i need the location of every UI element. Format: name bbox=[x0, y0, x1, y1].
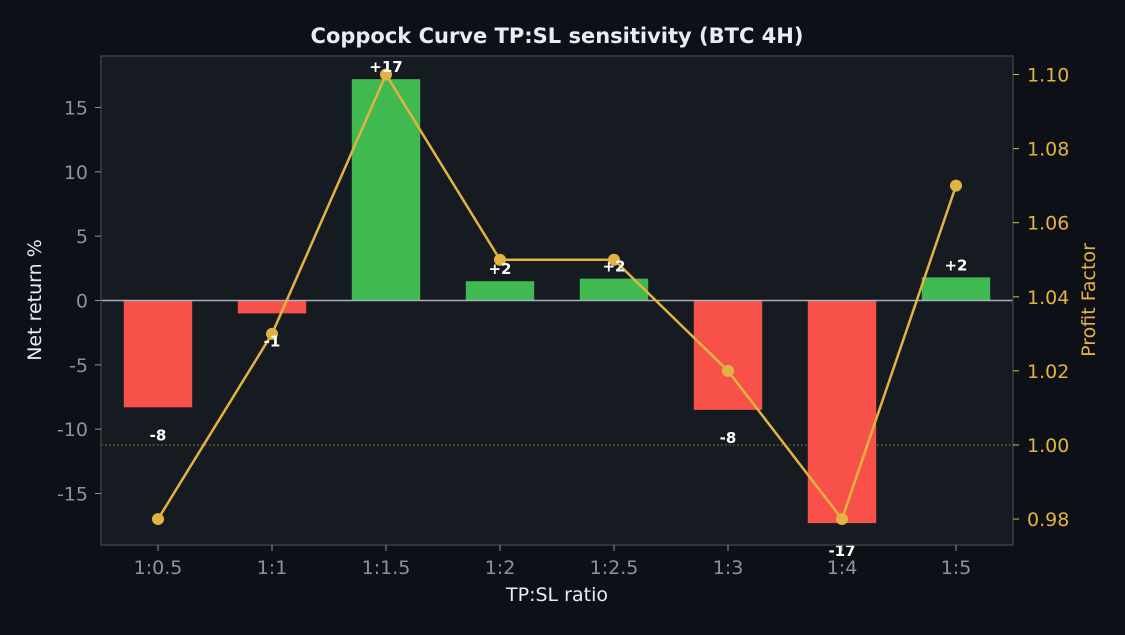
y-axis-left: 15 10 5 0 -5 -10 -15 bbox=[57, 97, 101, 506]
bar bbox=[465, 281, 535, 301]
y-axis-right: 0.98 1.00 1.02 1.04 1.06 1.08 1.10 bbox=[1013, 65, 1069, 531]
x-tick-label: 1:1 bbox=[257, 557, 288, 579]
x-tick-label: 1:0.5 bbox=[134, 557, 183, 579]
y2-tick-label: 1.10 bbox=[1027, 65, 1069, 87]
y2-tick-label: 0.98 bbox=[1027, 509, 1069, 531]
x-tick-label: 1:3 bbox=[713, 557, 744, 579]
y-tick-label: -5 bbox=[69, 355, 88, 377]
bar bbox=[693, 300, 763, 410]
chart-title: Coppock Curve TP:SL sensitivity (BTC 4H) bbox=[311, 24, 804, 48]
x-axis: 1:0.5 1:1 1:1.5 1:2 1:2.5 1:3 1:4 1:5 bbox=[134, 545, 972, 579]
profit-factor-point bbox=[380, 68, 392, 81]
bar bbox=[123, 300, 193, 408]
profit-factor-point bbox=[152, 513, 164, 526]
y-tick-label: -15 bbox=[57, 484, 88, 506]
x-tick-label: 1:5 bbox=[941, 557, 972, 579]
bars-layer bbox=[123, 79, 991, 524]
profit-factor-point bbox=[836, 513, 848, 526]
bar-value-label: -8 bbox=[150, 426, 167, 444]
bar-value-label: +2 bbox=[488, 260, 511, 278]
bar-value-label: +2 bbox=[602, 258, 625, 276]
profit-factor-line bbox=[156, 73, 958, 521]
y2-tick-label: 1.02 bbox=[1027, 361, 1069, 383]
bar bbox=[351, 79, 421, 301]
x-tick-label: 1:4 bbox=[827, 557, 858, 579]
bar bbox=[807, 300, 877, 524]
profit-factor-layer bbox=[152, 68, 962, 526]
x-tick-label: 1:1.5 bbox=[362, 557, 411, 579]
y2-axis-label: Profit Factor bbox=[1078, 243, 1100, 357]
bar-value-label: -1 bbox=[264, 332, 281, 350]
bar-value-label: +17 bbox=[369, 58, 402, 76]
bar bbox=[237, 300, 307, 314]
profit-factor-point bbox=[722, 364, 734, 377]
x-tick-label: 1:2 bbox=[485, 557, 516, 579]
bar-value-label: -8 bbox=[720, 429, 737, 447]
bar-value-label: +2 bbox=[944, 256, 967, 274]
y-axis-label: Net return % bbox=[24, 239, 46, 361]
profit-factor-point bbox=[608, 253, 620, 266]
y-tick-label: 10 bbox=[64, 162, 88, 184]
y-tick-label: 5 bbox=[76, 226, 88, 248]
x-axis-label: TP:SL ratio bbox=[505, 584, 608, 606]
bar bbox=[921, 277, 991, 301]
bar-labels-layer: -8 -1 +17 +2 +2 -8 -17 +2 bbox=[150, 58, 968, 560]
x-tick-label: 1:2.5 bbox=[590, 557, 639, 579]
y2-tick-label: 1.06 bbox=[1027, 213, 1069, 235]
y-tick-label: 0 bbox=[76, 291, 88, 313]
bar bbox=[579, 278, 649, 301]
profit-factor-point bbox=[950, 179, 962, 192]
bar-value-label: -17 bbox=[828, 542, 855, 560]
profit-factor-point bbox=[266, 327, 278, 340]
profit-factor-point bbox=[494, 253, 506, 266]
y2-tick-label: 1.04 bbox=[1027, 287, 1069, 309]
y2-tick-label: 1.00 bbox=[1027, 435, 1069, 457]
y2-tick-label: 1.08 bbox=[1027, 139, 1069, 161]
y-tick-label: 15 bbox=[64, 97, 88, 119]
y-tick-label: -10 bbox=[57, 419, 88, 441]
